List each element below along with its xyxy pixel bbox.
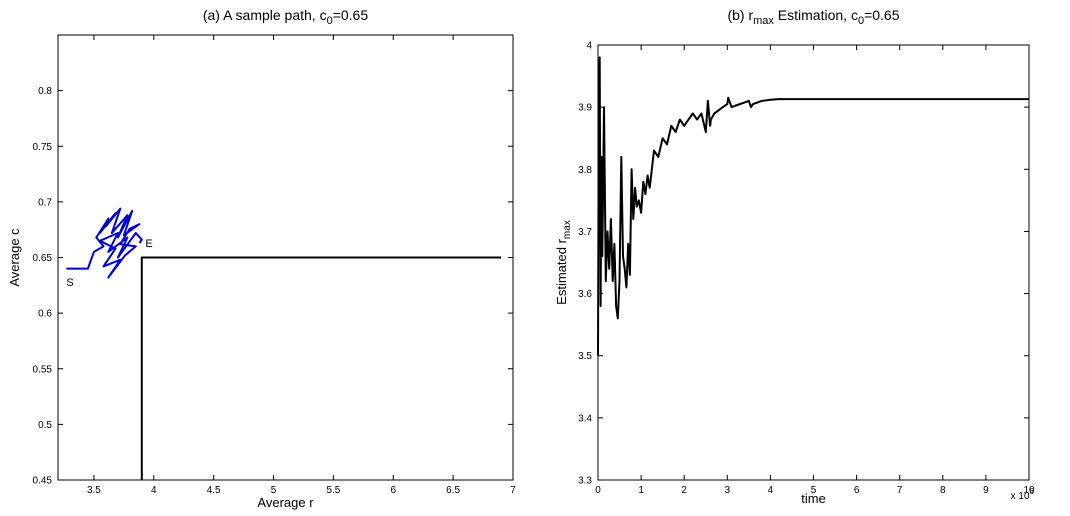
x-tick-label: 4.5: [207, 485, 221, 496]
y-tick-label: 0.5: [38, 420, 52, 431]
panel-b-title: (b) rmax Estimation, c0=0.65: [727, 7, 899, 27]
y-tick-label: 0.7: [38, 197, 52, 208]
y-label-text: Estimated r: [554, 238, 569, 304]
title-subscript: 0: [858, 15, 864, 27]
title-subscript: max: [753, 15, 774, 27]
x-tick-label: 3: [725, 485, 731, 496]
x-tick-label: 4: [151, 485, 157, 496]
panel-b: 0 1 2 3 4 5 6 7 8 9 103.33.43.53.63.73.83.94(b) rm…: [554, 7, 1035, 506]
x-tick-label: 0: [595, 485, 601, 496]
y-tick-label: 0.45: [33, 476, 53, 487]
x-tick-label: 3.5: [87, 485, 101, 496]
x-tick-label: 6: [854, 485, 860, 496]
title-text: =0.65: [864, 7, 900, 23]
title-text: =0.65: [333, 7, 369, 23]
panel-a-series-line-1: [66, 207, 143, 279]
y-tick-label: 3.9: [578, 103, 592, 114]
x-tick-label: 5: [271, 485, 277, 496]
panel-a-series: [66, 207, 501, 480]
title-text: (a) A sample path, c: [203, 7, 327, 23]
annotation-label: S: [66, 277, 73, 289]
panel-b-text: 0 1 2 3 4 5 6 7 8 9 103.33.43.53.63.73.83.94(b) rm…: [554, 7, 1035, 506]
title-subscript: 0: [327, 15, 333, 27]
x-tick-label: 5: [811, 485, 817, 496]
panel-a-frame: [57, 34, 514, 481]
x-tick-label: 5.5: [326, 485, 340, 496]
x-tick-label: 6: [390, 485, 396, 496]
y-tick-label: 0.8: [38, 86, 52, 97]
multiplier-exponent: 6: [1030, 487, 1035, 496]
panel-a-series-line-2: [140, 256, 501, 480]
x-axis-label: Average r: [257, 495, 314, 510]
y-tick-label: 3.5: [578, 351, 592, 362]
y-axis-label: Average c: [7, 228, 22, 287]
x-tick-label: 7: [897, 485, 903, 496]
y-tick-label: 3.6: [578, 289, 592, 300]
x-axis-multiplier: x 106: [1011, 487, 1035, 502]
y-label-subscript: max: [562, 220, 573, 239]
title-text: (b) r: [727, 7, 753, 23]
x-tick-label: 9: [983, 485, 989, 496]
y-tick-label: 3.8: [578, 165, 592, 176]
y-tick-label: 0.6: [38, 309, 52, 320]
y-tick-label: 0.75: [33, 142, 53, 153]
x-tick-label: 1: [638, 485, 644, 496]
panel-b-series-line-1: [597, 56, 1029, 356]
y-tick-label: 3.3: [578, 476, 592, 487]
y-tick-label: 3.7: [578, 227, 592, 238]
x-tick-label: 6.5: [446, 485, 460, 496]
y-tick-label: 0.65: [33, 253, 53, 264]
x-axis-label: time: [801, 491, 826, 506]
panel-a-title: (a) A sample path, c0=0.65: [203, 7, 368, 27]
x-tick-label: 2: [681, 485, 687, 496]
panel-b-frame: [597, 44, 1030, 481]
annotation-label: E: [145, 238, 152, 250]
x-tick-label: 8: [940, 485, 946, 496]
y-tick-label: 0.55: [33, 364, 53, 375]
y-tick-label: 4: [586, 41, 592, 52]
panel-b-ticks: [597, 44, 1030, 481]
x-tick-label: 4: [768, 485, 774, 496]
y-tick-label: 3.4: [578, 413, 592, 424]
x-tick-label: 7: [510, 485, 516, 496]
panel-a: 3.5 4 4.5 5 5.5 6 6.5 7 0.45 0.5 0.55 0.6 0.65 0.7 0.7…: [7, 7, 516, 510]
title-text: Estimation, c: [774, 7, 858, 23]
panel-a-text: 3.5 4 4.5 5 5.5 6 6.5 7 0.45 0.5 0.55 0.6 0.65 0.7 0.7…: [7, 7, 516, 510]
panel-b-series: [597, 56, 1029, 356]
y-axis-label: Estimated rmax: [554, 220, 573, 305]
x-tick-label: 10: [1023, 485, 1035, 496]
multiplier-base: x 10: [1011, 491, 1030, 502]
